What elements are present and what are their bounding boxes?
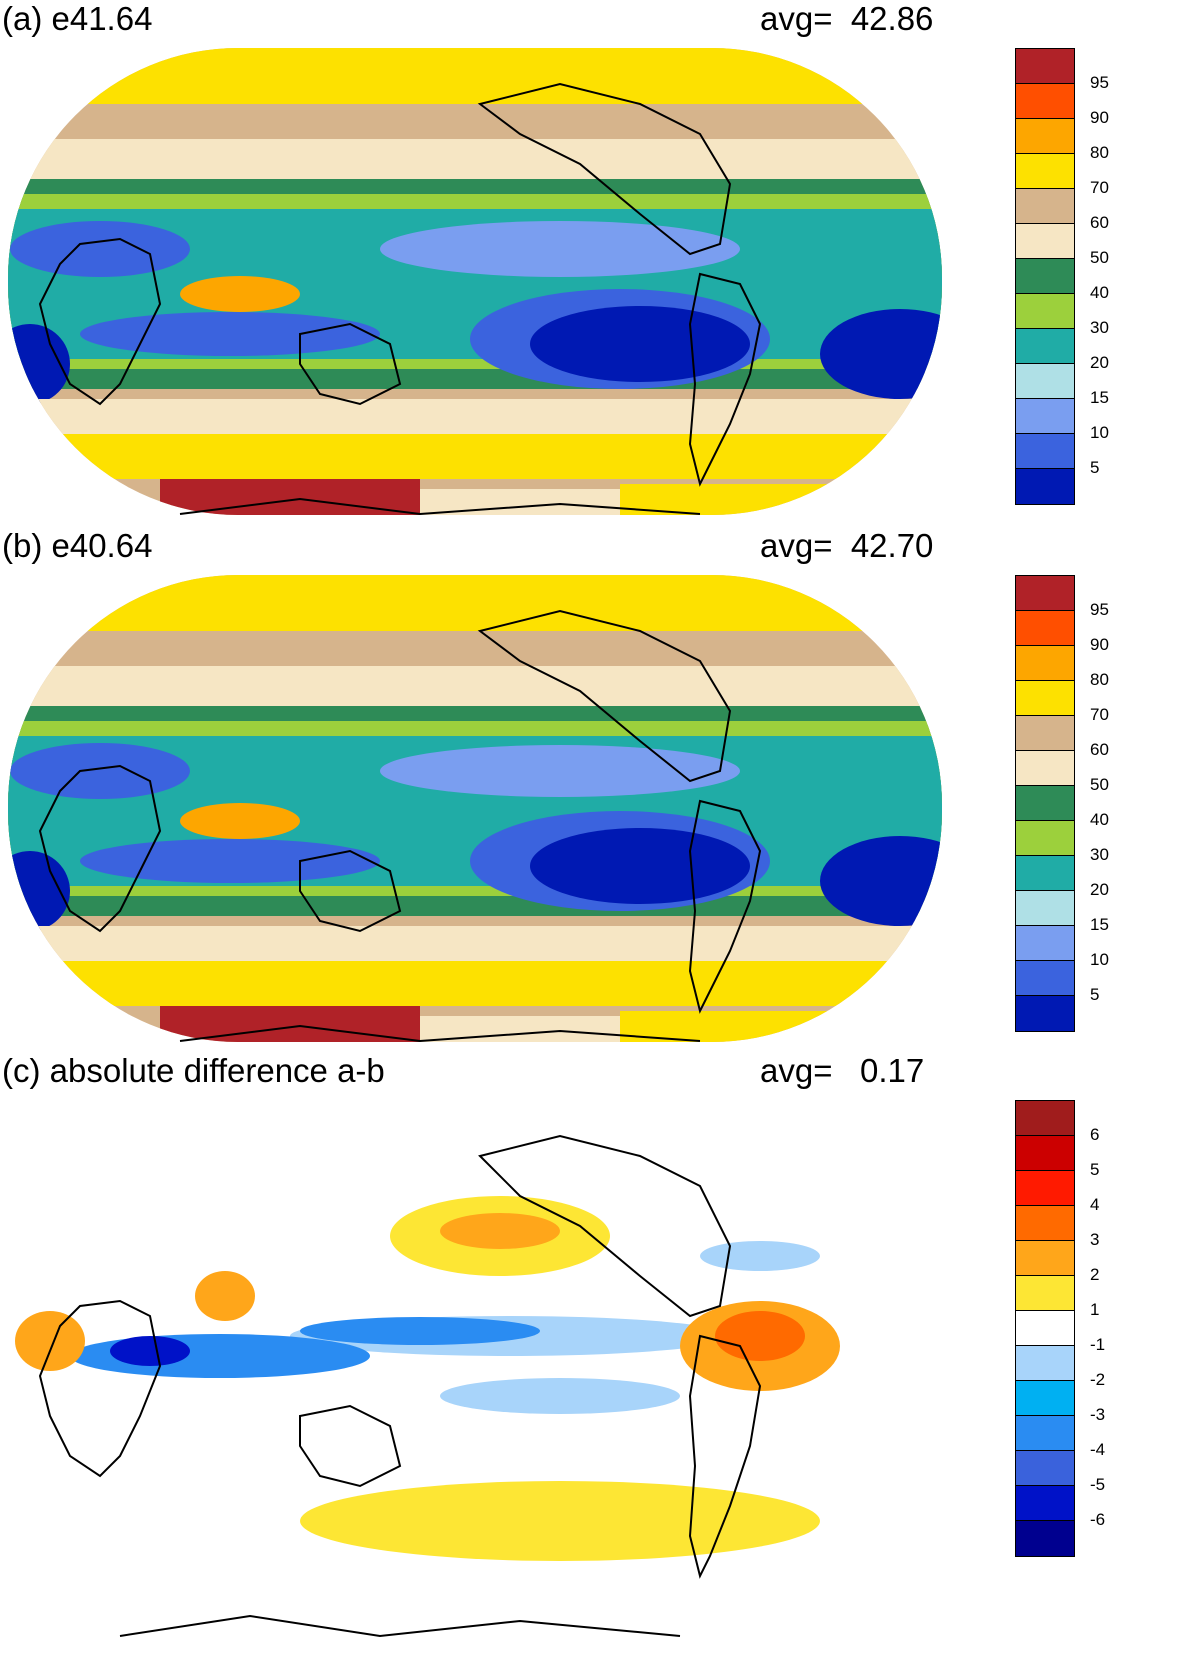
colorbar-label: 80 — [1090, 143, 1109, 162]
colorbar-label: 95 — [1090, 600, 1109, 619]
colorbar-box — [1016, 996, 1074, 1031]
colorbar-label: 40 — [1090, 283, 1109, 302]
colorbar-label: 15 — [1090, 915, 1109, 934]
colorbar — [1015, 1100, 1075, 1557]
colorbar-box — [1016, 1381, 1074, 1416]
colorbar-label: 15 — [1090, 388, 1109, 407]
colorbar-label: 40 — [1090, 810, 1109, 829]
coastline — [38, 82, 762, 516]
colorbar-box — [1016, 259, 1074, 294]
colorbar-box — [1016, 961, 1074, 996]
colorbar-box — [1016, 786, 1074, 821]
panel-title: (b) e40.64 — [2, 527, 153, 564]
colorbar-box — [1016, 646, 1074, 681]
colorbar-label: -4 — [1090, 1440, 1106, 1459]
panel-average: avg= 42.86 — [760, 0, 934, 37]
colorbar-box — [1016, 891, 1074, 926]
coastline — [38, 1134, 762, 1638]
world-map — [0, 1096, 950, 1656]
colorbar-box — [1016, 856, 1074, 891]
colorbar-label: 90 — [1090, 635, 1109, 654]
colorbar-box — [1016, 399, 1074, 434]
colorbar-box — [1016, 329, 1074, 364]
colorbar-box — [1016, 1101, 1074, 1136]
colorbar-box — [1016, 1346, 1074, 1381]
colorbar-label: -3 — [1090, 1405, 1106, 1424]
colorbar-box — [1016, 434, 1074, 469]
colorbar-box — [1016, 926, 1074, 961]
colorbar-box — [1016, 751, 1074, 786]
colorbar — [1015, 575, 1075, 1032]
colorbar-label: 6 — [1090, 1125, 1100, 1144]
colorbar-box — [1016, 224, 1074, 259]
colorbar-box — [1016, 294, 1074, 329]
colorbar-label: 20 — [1090, 880, 1109, 899]
colorbar-box — [1016, 1311, 1074, 1346]
colorbar-box — [1016, 1451, 1074, 1486]
colorbar-label: 30 — [1090, 845, 1109, 864]
colorbar-label: 20 — [1090, 353, 1109, 372]
colorbar-box — [1016, 1241, 1074, 1276]
coastline — [38, 609, 762, 1043]
colorbar-label: 60 — [1090, 740, 1109, 759]
colorbar-label: 90 — [1090, 108, 1109, 127]
colorbar-box — [1016, 1276, 1074, 1311]
colorbar-label: 30 — [1090, 318, 1109, 337]
colorbar-box — [1016, 1206, 1074, 1241]
colorbar-box — [1016, 1486, 1074, 1521]
colorbar-label: 4 — [1090, 1195, 1100, 1214]
colorbar-box — [1016, 716, 1074, 751]
colorbar-label: -5 — [1090, 1475, 1106, 1494]
colorbar-label: -2 — [1090, 1370, 1106, 1389]
colorbar-label: 10 — [1090, 423, 1109, 442]
colorbar-label: 10 — [1090, 950, 1109, 969]
colorbar-label: -1 — [1090, 1335, 1106, 1354]
colorbar-label: 3 — [1090, 1230, 1100, 1249]
colorbar-box — [1016, 1416, 1074, 1451]
colorbar-box — [1016, 189, 1074, 224]
colorbar-label: 5 — [1090, 1160, 1100, 1179]
map-field — [8, 1100, 942, 1640]
colorbar-box — [1016, 821, 1074, 856]
world-map — [0, 44, 950, 519]
colorbar-box — [1016, 576, 1074, 611]
panel-average: avg= 0.17 — [760, 1052, 925, 1089]
colorbar-box — [1016, 119, 1074, 154]
colorbar-label: 70 — [1090, 178, 1109, 197]
colorbar-label: -6 — [1090, 1510, 1106, 1529]
colorbar-label: 60 — [1090, 213, 1109, 232]
colorbar-box — [1016, 1171, 1074, 1206]
colorbar-label: 50 — [1090, 775, 1109, 794]
colorbar-label: 1 — [1090, 1300, 1100, 1319]
colorbar-label: 80 — [1090, 670, 1109, 689]
colorbar-box — [1016, 364, 1074, 399]
colorbar — [1015, 48, 1075, 505]
colorbar-label: 95 — [1090, 73, 1109, 92]
colorbar-box — [1016, 1521, 1074, 1556]
panel-average: avg= 42.70 — [760, 527, 934, 564]
colorbar-label: 50 — [1090, 248, 1109, 267]
map-field — [8, 48, 942, 515]
world-map — [0, 571, 950, 1046]
colorbar-box — [1016, 154, 1074, 189]
colorbar-box — [1016, 611, 1074, 646]
map-field — [8, 575, 942, 1042]
colorbar-label: 2 — [1090, 1265, 1100, 1284]
colorbar-box — [1016, 1136, 1074, 1171]
panel-title: (c) absolute difference a-b — [2, 1052, 385, 1089]
colorbar-box — [1016, 49, 1074, 84]
colorbar-label: 5 — [1090, 985, 1100, 1004]
colorbar-label: 5 — [1090, 458, 1100, 477]
colorbar-box — [1016, 469, 1074, 504]
colorbar-box — [1016, 84, 1074, 119]
colorbar-box — [1016, 681, 1074, 716]
panel-title: (a) e41.64 — [2, 0, 153, 37]
colorbar-label: 70 — [1090, 705, 1109, 724]
